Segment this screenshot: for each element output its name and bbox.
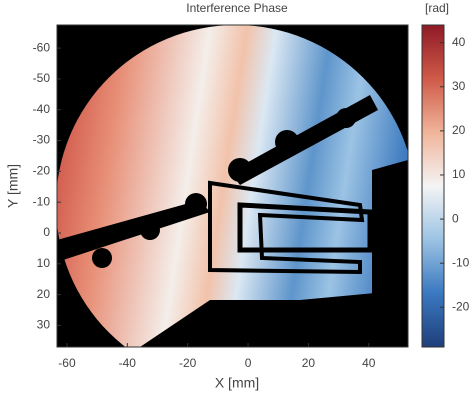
colorbar-tick-label: -10 bbox=[452, 255, 470, 269]
chart: Interference Phase [rad] X [mm] Y [mm] -… bbox=[0, 0, 470, 401]
y-tick-label: -30 bbox=[33, 133, 51, 147]
x-tick-label: 20 bbox=[302, 356, 316, 370]
colorbar-tick-label: -20 bbox=[452, 299, 470, 313]
y-tick-label: -50 bbox=[33, 71, 51, 85]
y-tick-label: -20 bbox=[33, 164, 51, 178]
x-tick-label: -20 bbox=[179, 356, 197, 370]
x-tick-label: -40 bbox=[119, 356, 137, 370]
x-tick-label: 0 bbox=[245, 356, 252, 370]
y-tick-label: -10 bbox=[33, 194, 51, 208]
y-tick-label: 30 bbox=[37, 318, 51, 332]
y-axis-label: Y [mm] bbox=[5, 164, 21, 208]
colorbar-tick-label: 0 bbox=[452, 211, 459, 225]
y-tick-label: -60 bbox=[33, 40, 51, 54]
heatmap-image bbox=[56, 25, 416, 385]
y-tick-label: 10 bbox=[37, 256, 51, 270]
chart-title: Interference Phase bbox=[186, 1, 288, 15]
y-tick-label: 20 bbox=[37, 287, 51, 301]
x-axis-label: X [mm] bbox=[215, 375, 259, 391]
y-tick-label: 0 bbox=[43, 225, 50, 239]
x-tick-label: 40 bbox=[362, 356, 376, 370]
colorbar-tick-label: 30 bbox=[452, 79, 466, 93]
colorbar-tick-label: 10 bbox=[452, 167, 466, 181]
colorbar bbox=[422, 25, 444, 347]
y-tick-label: -40 bbox=[33, 102, 51, 116]
colorbar-tick-label: 40 bbox=[452, 35, 466, 49]
x-tick-label: -60 bbox=[58, 356, 76, 370]
colorbar-label: [rad] bbox=[425, 1, 449, 15]
colorbar-tick-label: 20 bbox=[452, 123, 466, 137]
